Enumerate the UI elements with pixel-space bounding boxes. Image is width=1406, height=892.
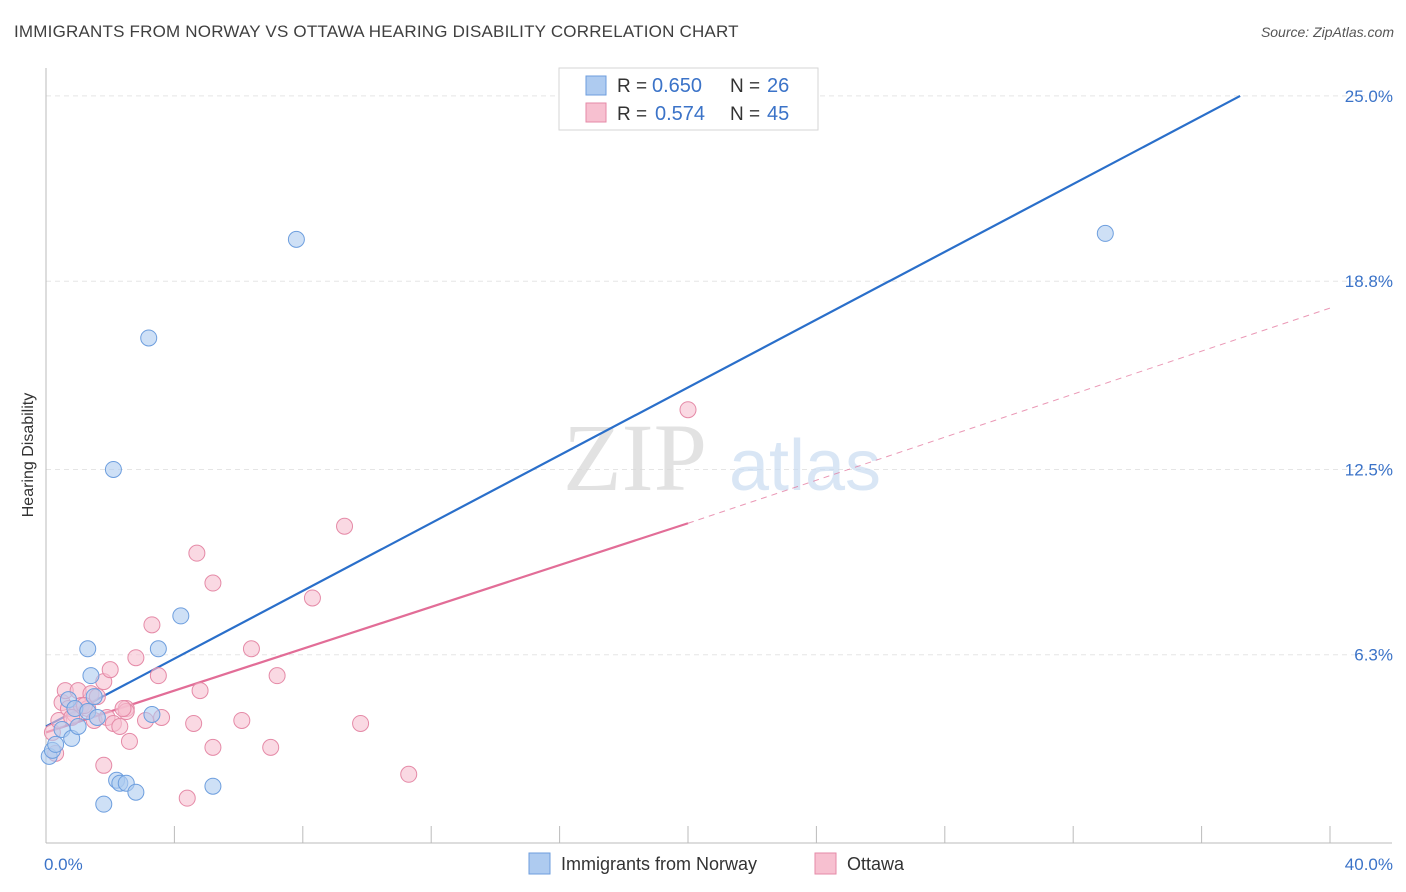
data-point-norway bbox=[95, 795, 113, 813]
data-point-norway bbox=[104, 460, 122, 478]
data-point-norway bbox=[1096, 224, 1114, 242]
watermark-atlas: atlas bbox=[729, 426, 881, 506]
data-point-norway bbox=[143, 706, 161, 724]
data-point-ottawa bbox=[120, 732, 138, 750]
x-tick-label: 0.0% bbox=[44, 855, 83, 874]
data-point-ottawa bbox=[114, 700, 132, 718]
series-legend-label-norway: Immigrants from Norway bbox=[561, 854, 757, 874]
grid-layer bbox=[46, 95, 1392, 656]
axis-layer: 6.3% 12.5% 18.8% 25.0% 0.0% 40.0% bbox=[44, 68, 1393, 874]
series-legend: Immigrants from Norway Ottawa bbox=[528, 852, 905, 875]
legend-n-label-ottawa: N = bbox=[730, 104, 760, 125]
legend-n-value-norway: 26 bbox=[767, 75, 789, 97]
data-point-ottawa bbox=[111, 717, 129, 735]
y-tick-label: 25.0% bbox=[1345, 87, 1393, 106]
data-point-norway bbox=[127, 783, 145, 801]
series-legend-swatch-ottawa bbox=[814, 852, 837, 875]
x-tick-label: 40.0% bbox=[1345, 855, 1393, 874]
data-point-ottawa bbox=[204, 574, 222, 592]
chart-title: IMMIGRANTS FROM NORWAY VS OTTAWA HEARING… bbox=[14, 22, 739, 41]
data-point-ottawa bbox=[127, 649, 145, 667]
legend-r-value-ottawa: 0.574 bbox=[655, 103, 705, 125]
data-point-norway bbox=[85, 688, 103, 706]
legend-r-label-norway: R = bbox=[617, 76, 647, 97]
data-point-ottawa bbox=[352, 714, 370, 732]
data-point-ottawa bbox=[95, 756, 113, 774]
data-point-norway bbox=[82, 667, 100, 685]
trendline-ottawa bbox=[45, 522, 689, 734]
trendline-norway bbox=[45, 94, 1241, 728]
data-point-ottawa bbox=[233, 711, 251, 729]
data-point-ottawa bbox=[242, 640, 260, 658]
data-point-norway bbox=[47, 735, 65, 753]
chart-source: Source: ZipAtlas.com bbox=[1260, 24, 1394, 40]
y-tick-label: 6.3% bbox=[1354, 646, 1393, 665]
data-point-ottawa bbox=[400, 765, 418, 783]
data-point-norway bbox=[149, 640, 167, 658]
watermark: ZIP atlas bbox=[563, 404, 881, 511]
legend-r-label-ottawa: R = bbox=[617, 104, 647, 125]
legend-r-value-norway: 0.650 bbox=[652, 75, 702, 97]
data-point-ottawa bbox=[178, 789, 196, 807]
data-point-ottawa bbox=[149, 667, 167, 685]
y-tick-label: 12.5% bbox=[1345, 460, 1393, 479]
data-point-norway bbox=[172, 607, 190, 625]
data-point-norway bbox=[140, 329, 158, 347]
data-point-norway bbox=[287, 230, 305, 248]
data-point-ottawa bbox=[679, 401, 697, 419]
y-axis-label: Hearing Disability bbox=[20, 393, 37, 518]
data-point-ottawa bbox=[185, 714, 203, 732]
legend-swatch-norway bbox=[585, 75, 607, 96]
data-point-norway bbox=[69, 717, 87, 735]
data-point-ottawa bbox=[262, 738, 280, 756]
legend-n-value-ottawa: 45 bbox=[767, 103, 789, 125]
legend-n-label-norway: N = bbox=[730, 76, 760, 97]
data-point-ottawa bbox=[204, 738, 222, 756]
data-point-norway bbox=[79, 640, 97, 658]
data-point-ottawa bbox=[268, 667, 286, 685]
legend-swatch-ottawa bbox=[585, 102, 607, 123]
ylabel-layer: Hearing Disability bbox=[20, 393, 37, 518]
trend-layer bbox=[45, 94, 1331, 734]
data-point-ottawa bbox=[101, 661, 119, 679]
points-layer bbox=[40, 224, 1114, 813]
legend-box: R = 0.650 N = 26 R = 0.574 N = 45 bbox=[558, 67, 819, 131]
series-legend-label-ottawa: Ottawa bbox=[847, 854, 905, 874]
trendline-ottawa-extension bbox=[687, 307, 1331, 524]
data-point-ottawa bbox=[303, 589, 321, 607]
data-point-ottawa bbox=[191, 682, 209, 700]
data-point-norway bbox=[88, 708, 106, 726]
y-tick-label: 18.8% bbox=[1345, 272, 1393, 291]
watermark-zip: ZIP bbox=[563, 404, 707, 511]
series-legend-swatch-norway bbox=[528, 852, 551, 875]
data-point-ottawa bbox=[188, 544, 206, 562]
data-point-ottawa bbox=[336, 517, 354, 535]
data-point-norway bbox=[204, 777, 222, 795]
data-point-ottawa bbox=[143, 616, 161, 634]
